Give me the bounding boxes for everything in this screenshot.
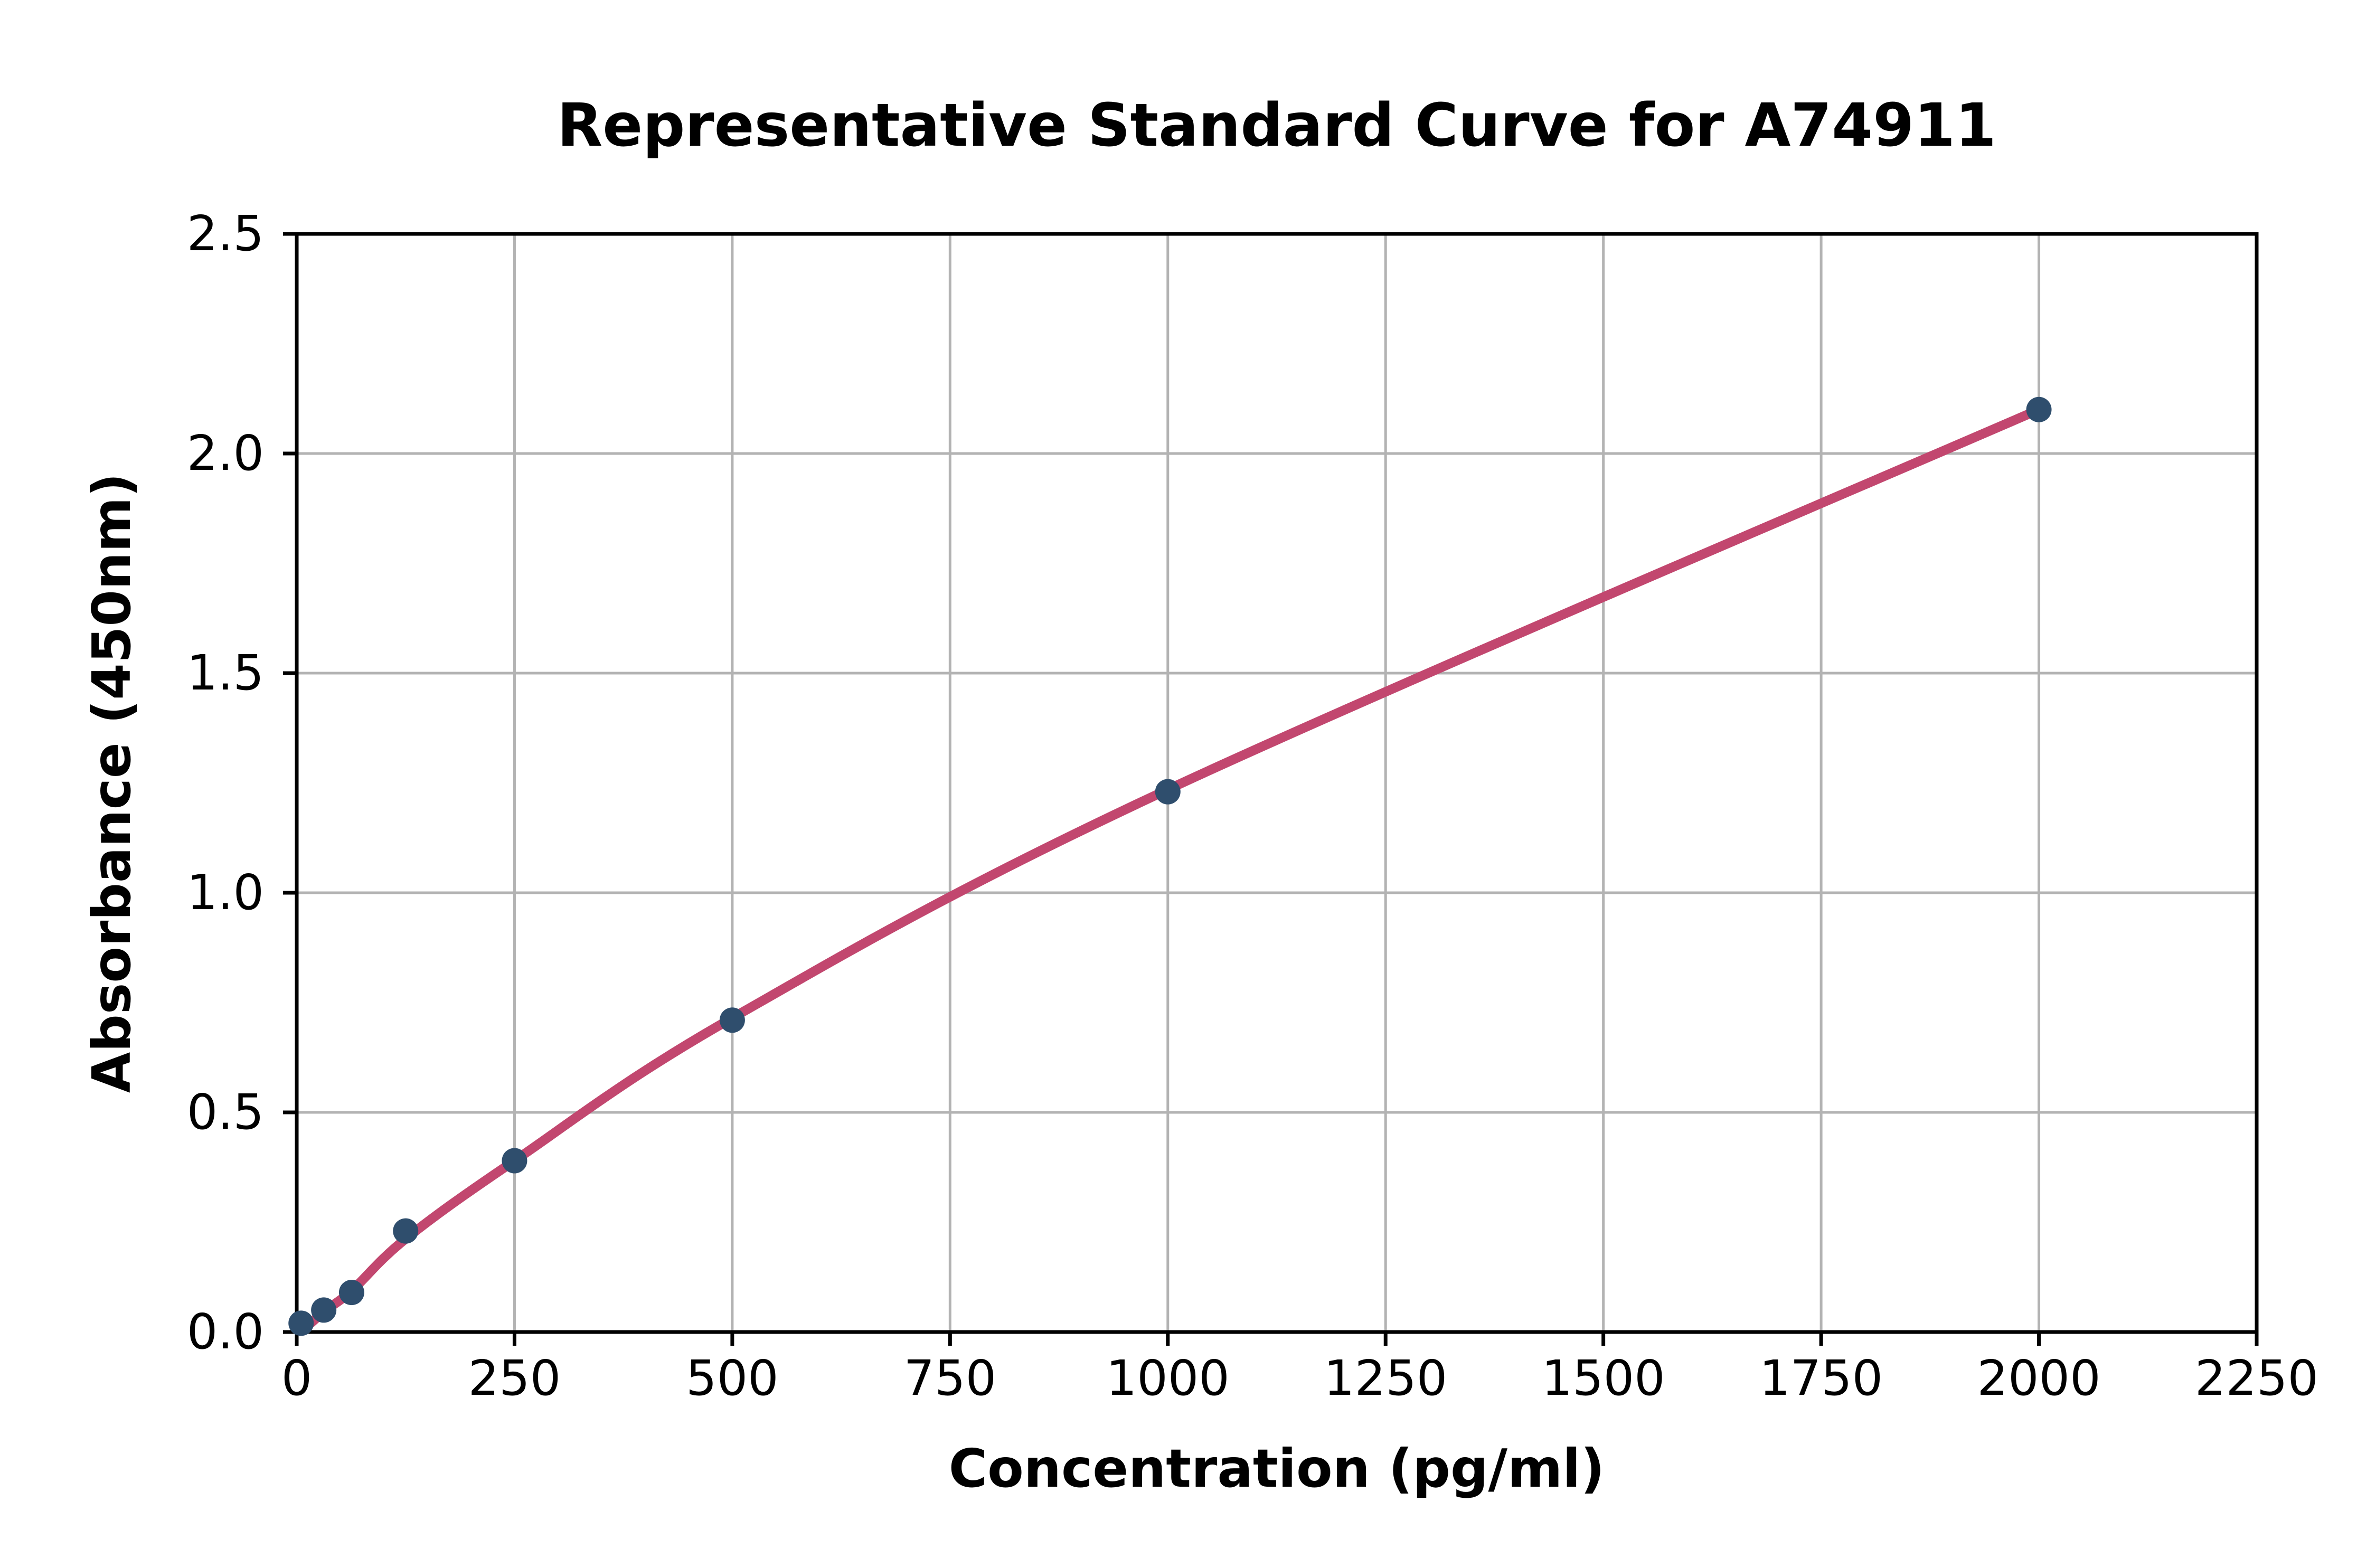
x-tick-label: 500 [686, 1350, 779, 1406]
y-tick-label: 1.0 [186, 864, 264, 921]
data-point [311, 1297, 337, 1323]
x-tick-label: 1500 [1541, 1350, 1665, 1406]
x-tick-label: 1750 [1759, 1350, 1883, 1406]
plot-border [295, 232, 2259, 1334]
chart-title: Representative Standard Curve for A74911 [557, 91, 1996, 160]
data-point [338, 1280, 364, 1306]
data-point [2026, 396, 2052, 422]
y-axis-label: Absorbance (450nm) [81, 473, 143, 1093]
x-tick-label: 1000 [1106, 1350, 1230, 1406]
data-point [288, 1310, 314, 1336]
data-point [393, 1218, 419, 1244]
y-tick-label: 0.5 [186, 1084, 264, 1140]
x-tick-label: 0 [281, 1350, 313, 1406]
x-tick-label: 1250 [1324, 1350, 1448, 1406]
y-tick-label: 0.0 [186, 1303, 264, 1360]
x-tick-label: 750 [903, 1350, 997, 1406]
x-axis-label: Concentration (pg/ml) [948, 1438, 1605, 1499]
y-tick-label: 1.5 [186, 645, 264, 701]
trend-line [298, 405, 2041, 1336]
x-tick-label: 2000 [1977, 1350, 2101, 1406]
data-point [719, 1007, 745, 1033]
x-tick-label: 250 [468, 1350, 561, 1406]
y-tick-label: 2.5 [186, 205, 264, 262]
y-tick-label: 2.0 [186, 425, 264, 481]
data-point [502, 1148, 527, 1174]
data-point [1155, 779, 1181, 805]
x-tick-label: 2250 [2194, 1350, 2319, 1406]
